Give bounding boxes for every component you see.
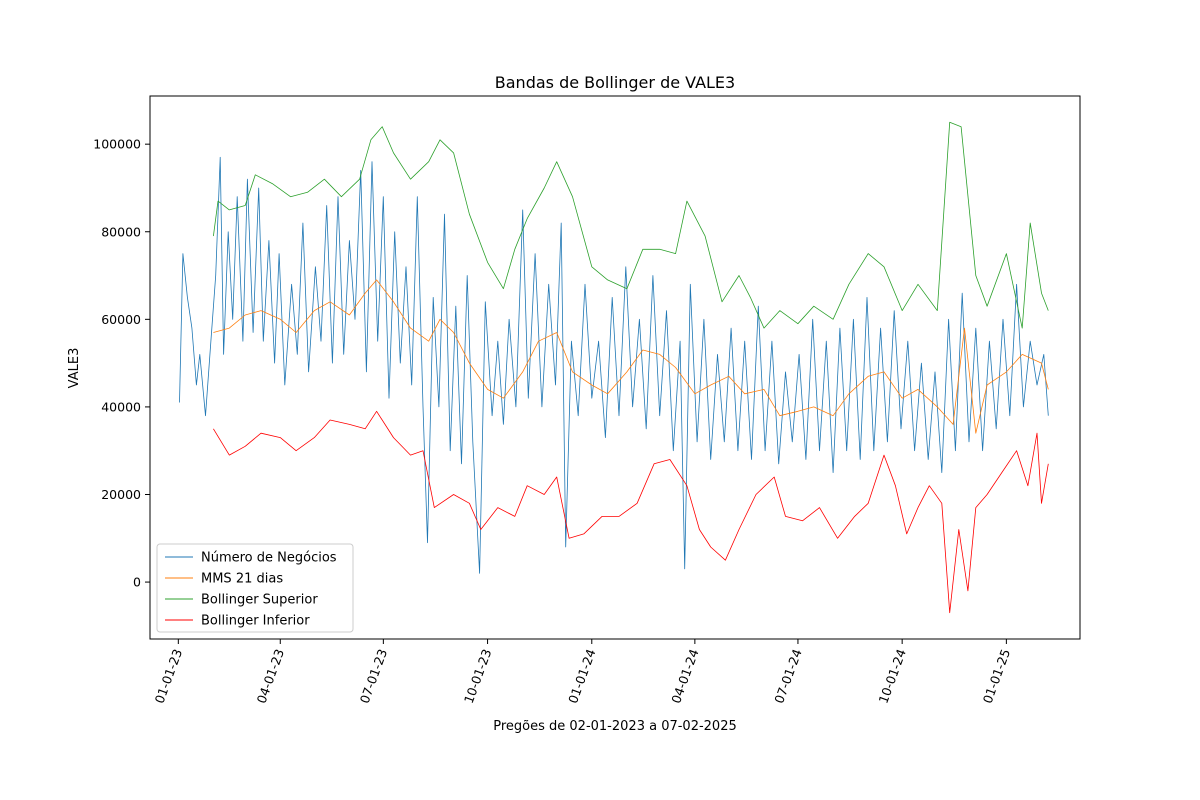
y-tick-label: 100000 <box>93 137 141 152</box>
y-tick-label: 20000 <box>101 487 141 502</box>
series-line-3 <box>213 410 1049 614</box>
y-axis: 0 20000 40000 60000 80000 100000 <box>93 137 150 590</box>
series-line-2 <box>213 121 1049 329</box>
y-tick-label: 60000 <box>101 312 141 327</box>
series-line-1 <box>213 279 1049 434</box>
series-line-0 <box>179 156 1049 574</box>
legend-label: Número de Negócios <box>201 551 337 566</box>
y-tick-label: 0 <box>133 575 141 590</box>
plot-frame <box>149 95 1081 640</box>
y-tick-label: 80000 <box>101 224 141 239</box>
y-axis-label: VALE3 <box>67 348 82 389</box>
legend-label: Bollinger Inferior <box>201 614 310 629</box>
chart-title: Bandas de Bollinger de VALE3 <box>495 73 735 92</box>
x-axis-label: Pregões de 02-01-2023 a 07-02-2025 <box>493 719 737 734</box>
series-layer <box>179 121 1049 614</box>
y-tick-label: 40000 <box>101 399 141 414</box>
legend: Número de Negócios MMS 21 dias Bollinger S… <box>156 543 354 633</box>
legend-label: MMS 21 dias <box>201 572 283 587</box>
legend-box <box>156 543 354 633</box>
legend-label: Bollinger Superior <box>201 593 318 608</box>
